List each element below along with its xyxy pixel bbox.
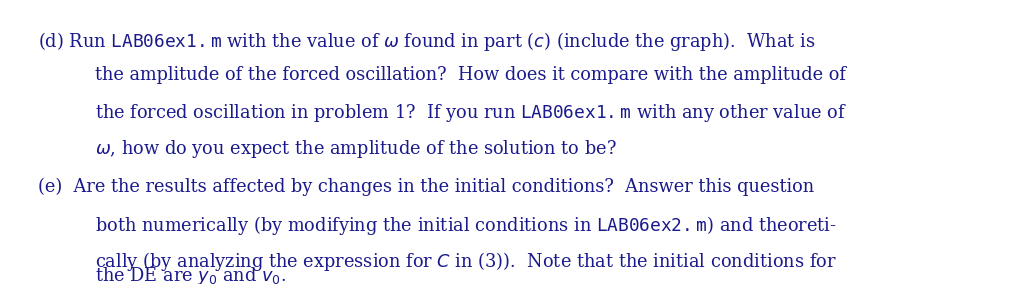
Text: the amplitude of the forced oscillation?  How does it compare with the amplitude: the amplitude of the forced oscillation?… — [95, 66, 846, 84]
Text: both numerically (by modifying the initial conditions in $\mathtt{LAB06ex2.m}$) : both numerically (by modifying the initi… — [95, 214, 837, 237]
Text: $\omega$, how do you expect the amplitude of the solution to be?: $\omega$, how do you expect the amplitud… — [95, 138, 616, 160]
Text: the forced oscillation in problem 1?  If you run $\mathtt{LAB06ex1.m}$ with any : the forced oscillation in problem 1? If … — [95, 102, 847, 124]
Text: (d) Run $\mathtt{LAB06ex1.m}$ with the value of $\omega$ found in part ($c$) (in: (d) Run $\mathtt{LAB06ex1.m}$ with the v… — [38, 30, 815, 53]
Text: cally (by analyzing the expression for $C$ in (3)).  Note that the initial condi: cally (by analyzing the expression for $… — [95, 250, 837, 273]
Text: the DE are $y_0$ and $v_0$.: the DE are $y_0$ and $v_0$. — [95, 265, 286, 284]
Text: (e)  Are the results affected by changes in the initial conditions?  Answer this: (e) Are the results affected by changes … — [38, 178, 814, 196]
